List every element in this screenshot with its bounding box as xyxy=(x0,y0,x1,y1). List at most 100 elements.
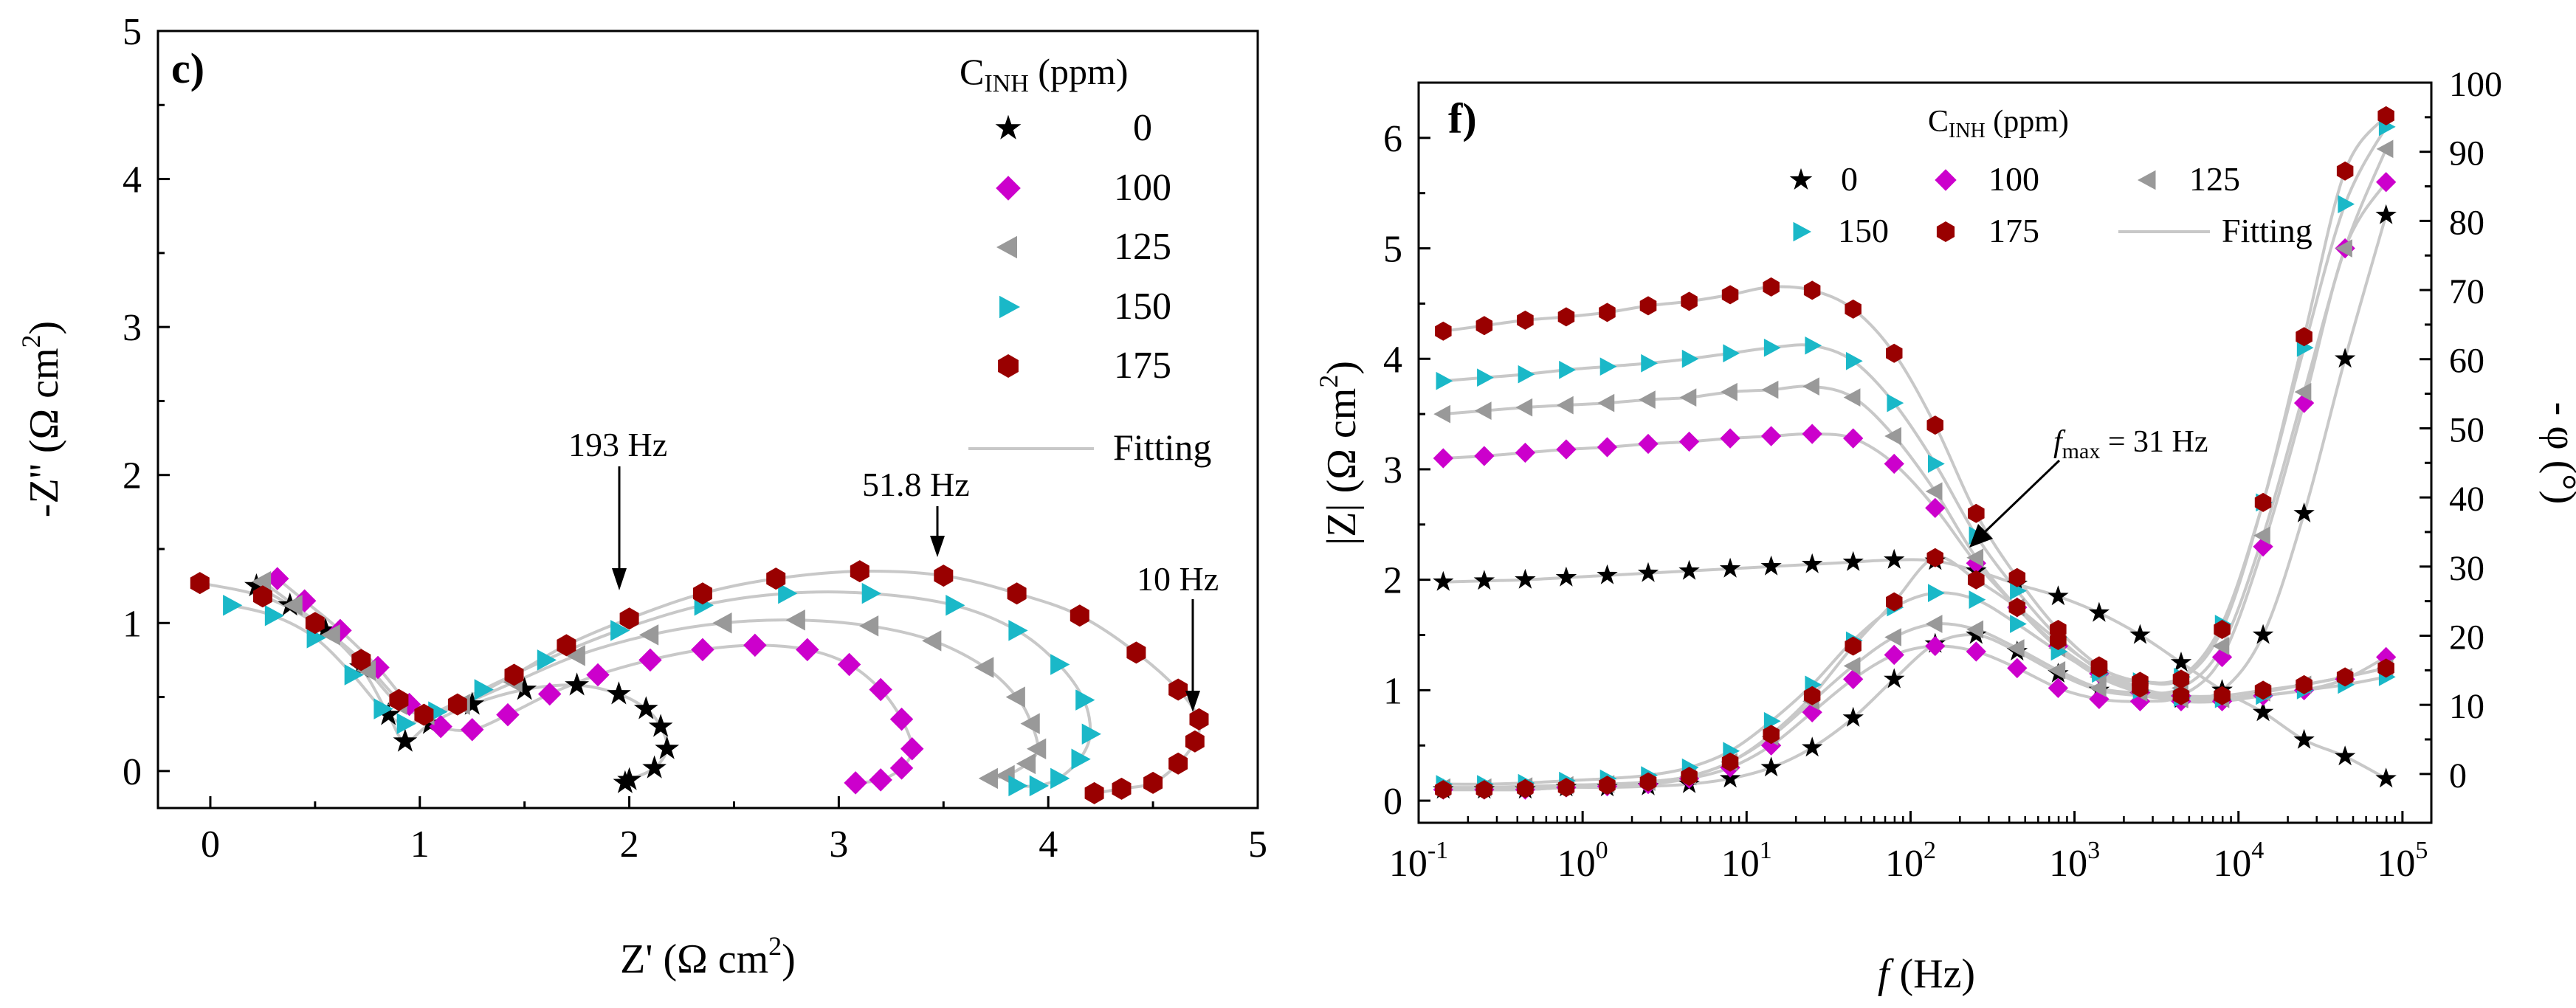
data-point-modulus-f-0 xyxy=(1433,570,1454,591)
y2-tick-label-f: 90 xyxy=(2449,134,2484,173)
plot-frame-c xyxy=(156,30,1259,809)
y-axis-label-f-main: |Z| (Ω cm xyxy=(1319,388,1365,545)
y-tick-label-f: 5 xyxy=(1383,229,1402,271)
data-point-phase-f-175 xyxy=(1599,776,1616,795)
y2-tick-label-f: 20 xyxy=(2449,618,2484,657)
data-point-c-100 xyxy=(638,648,662,672)
data-point-phase-f-125 xyxy=(2376,139,2394,159)
data-point-phase-f-175 xyxy=(1886,592,1903,612)
legend-f-fit-label: Fitting xyxy=(2222,212,2312,249)
data-point-modulus-f-150 xyxy=(1805,336,1822,355)
data-point-c-150 xyxy=(373,698,393,719)
data-point-modulus-f-175 xyxy=(1803,280,1821,300)
axes-ticks-f: 10-1 100 101 102 103 104 105012345601020304050… xyxy=(1383,65,2502,885)
data-point-phase-f-175 xyxy=(2132,672,2149,691)
data-point-c-150 xyxy=(946,594,965,616)
data-point-phase-f-150 xyxy=(1928,584,1945,602)
data-point-modulus-f-175 xyxy=(1557,307,1575,327)
data-point-modulus-f-125 xyxy=(1802,377,1819,396)
data-point-c-150 xyxy=(1050,654,1070,675)
data-point-c-100 xyxy=(460,717,484,742)
data-point-c-150 xyxy=(223,594,243,616)
data-point-c-175 xyxy=(1070,604,1089,627)
legend-f-label-100: 100 xyxy=(1988,160,2039,198)
data-point-c-150 xyxy=(1075,689,1095,711)
x-tick-label-c: 4 xyxy=(1039,824,1058,866)
data-point-phase-f-125 xyxy=(2294,382,2312,401)
data-point-phase-f-0 xyxy=(2252,624,2274,644)
data-point-modulus-f-0 xyxy=(2048,585,2069,606)
data-point-c-125 xyxy=(356,660,376,681)
data-point-c-100 xyxy=(900,737,924,761)
annotation-51hz-label: 51.8 Hz xyxy=(862,466,970,503)
legend-f-title-main: C xyxy=(1928,105,1949,139)
legend-c-fit-label: Fitting xyxy=(1113,427,1211,468)
data-point-phase-f-125 xyxy=(2335,239,2352,258)
data-point-c-150 xyxy=(1029,775,1049,797)
data-point-modulus-f-125 xyxy=(1843,388,1861,407)
data-point-phase-f-175 xyxy=(1475,780,1493,800)
data-point-modulus-f-100 xyxy=(1556,439,1577,460)
x-tick-label-c: 3 xyxy=(829,824,848,866)
data-point-c-175 xyxy=(1112,777,1132,800)
data-point-phase-f-0 xyxy=(1884,668,1905,688)
x-tick-label-f: 10-1 xyxy=(1389,837,1448,885)
data-point-c-0 xyxy=(393,728,418,752)
data-point-phase-f-175 xyxy=(1721,752,1739,772)
data-point-c-100 xyxy=(537,682,562,706)
data-point-phase-f-125 xyxy=(1884,628,1901,646)
annotation-10hz-label: 10 Hz xyxy=(1137,560,1219,598)
data-point-c-150 xyxy=(778,582,798,604)
data-point-modulus-f-0 xyxy=(1555,566,1577,587)
data-point-c-150 xyxy=(1008,775,1028,797)
data-point-phase-f-0 xyxy=(1760,756,1782,777)
data-point-modulus-f-150 xyxy=(1723,344,1740,363)
data-point-c-0 xyxy=(617,767,641,790)
data-point-modulus-f-175 xyxy=(2254,680,2272,700)
data-point-c-150 xyxy=(1071,748,1091,770)
data-point-modulus-f-125 xyxy=(1639,390,1656,409)
data-point-c-150 xyxy=(474,679,494,700)
panel-c-nyquist-plot: 0 1 2 3 4 5 0 1 2 3 4 5 c) 193 Hz 51.8 Hz 10 Hz CIN… xyxy=(16,11,1267,982)
data-point-modulus-f-125 xyxy=(1721,382,1738,401)
data-point-phase-f-100 xyxy=(2048,677,2069,699)
data-point-modulus-f-100 xyxy=(1638,433,1659,455)
data-point-modulus-f-150 xyxy=(1845,351,1863,370)
data-point-c-175 xyxy=(414,703,434,726)
data-point-c-175 xyxy=(1143,771,1163,794)
data-point-modulus-f-0 xyxy=(1842,550,1864,571)
y-tick-label-c: 3 xyxy=(123,307,142,349)
y2-tick-label-f: 70 xyxy=(2449,272,2484,311)
data-point-phase-f-175 xyxy=(2214,620,2231,639)
data-point-c-175 xyxy=(850,560,869,583)
data-point-phase-f-175 xyxy=(2008,598,2026,618)
data-point-c-100 xyxy=(496,703,520,727)
data-point-c-0 xyxy=(244,573,269,597)
data-point-modulus-f-100 xyxy=(1925,497,1946,519)
data-point-modulus-f-175 xyxy=(1475,316,1493,336)
data-point-c-0 xyxy=(648,714,673,737)
data-point-phase-f-175 xyxy=(1763,725,1780,745)
data-point-modulus-f-0 xyxy=(1760,555,1782,576)
fit-phase-f-175 xyxy=(1443,114,2388,792)
x-axis-label-c: Z' (Ω cm2) xyxy=(620,931,796,982)
legend-f-marker-150 xyxy=(1793,221,1811,242)
legend-f-label-125: 125 xyxy=(2189,160,2240,198)
data-point-c-175 xyxy=(1168,752,1188,775)
annotation-193hz-label: 193 Hz xyxy=(568,426,667,463)
data-point-modulus-f-150 xyxy=(1887,393,1904,412)
data-point-phase-f-175 xyxy=(1435,780,1452,800)
data-point-c-175 xyxy=(1189,708,1209,731)
data-point-c-175 xyxy=(351,649,371,672)
data-point-modulus-f-150 xyxy=(2010,581,2027,600)
x-tick-label-c: 5 xyxy=(1248,824,1267,866)
y-axis-label-f-end: ) xyxy=(1319,361,1365,375)
data-point-modulus-f-0 xyxy=(1719,557,1741,578)
data-point-modulus-f-175 xyxy=(1968,503,1985,523)
data-point-c-0 xyxy=(607,681,631,705)
legend-f-marker-0 xyxy=(1789,168,1813,190)
y-tick-label-f: 0 xyxy=(1383,781,1402,823)
data-point-c-150 xyxy=(306,627,326,649)
data-point-c-100 xyxy=(889,756,914,780)
